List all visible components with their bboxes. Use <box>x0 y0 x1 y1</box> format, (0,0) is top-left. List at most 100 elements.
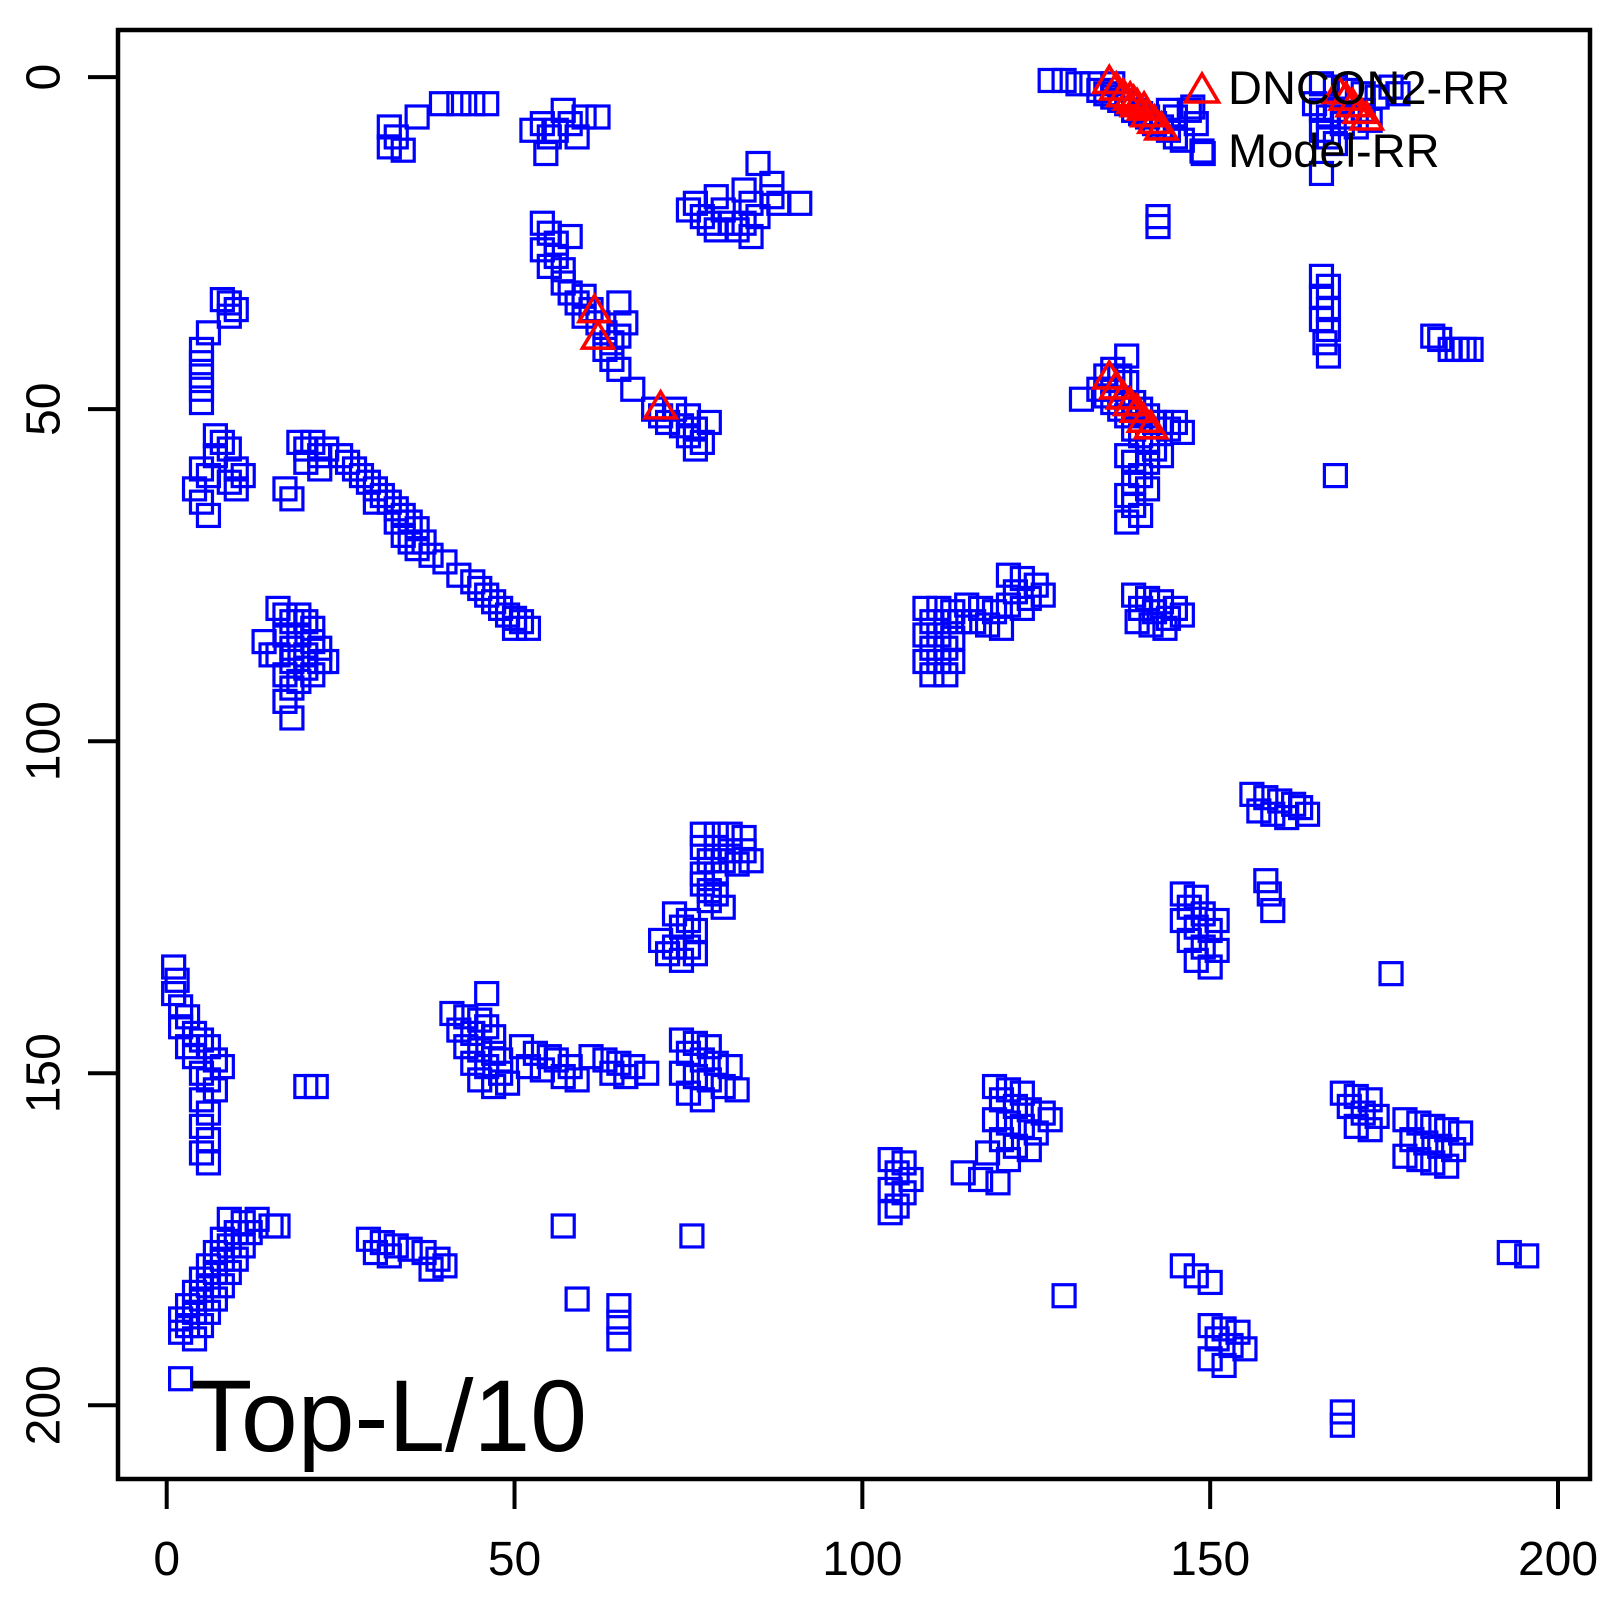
dncon2-rr-point <box>1111 385 1149 417</box>
dncon2-rr-point <box>1128 96 1167 128</box>
model-rr-point <box>307 443 333 469</box>
model-rr-point <box>564 1067 590 1093</box>
model-rr-point <box>1128 423 1154 449</box>
dncon2-rr-point <box>1135 102 1174 135</box>
model-rr-point <box>1124 609 1150 635</box>
model-rr-point <box>564 1286 590 1312</box>
model-rr-point <box>209 1246 235 1272</box>
model-rr-point <box>557 223 583 250</box>
model-rr-point <box>1434 1153 1460 1179</box>
model-rr-point <box>188 336 215 363</box>
model-rr-point <box>515 615 542 641</box>
model-rr-point <box>1190 934 1216 960</box>
model-rr-point <box>188 1113 215 1139</box>
model-rr-point <box>1350 1100 1376 1126</box>
model-rr-point <box>696 887 722 914</box>
model-rr-point <box>404 536 430 562</box>
model-rr-point <box>355 1226 382 1252</box>
model-rr-point <box>933 662 959 688</box>
model-rr-point <box>592 1047 618 1073</box>
model-rr-point <box>307 635 333 661</box>
model-rr-point <box>689 1087 715 1113</box>
model-rr-point <box>1204 1326 1230 1352</box>
model-rr-point <box>1232 1336 1258 1362</box>
model-rr-point <box>877 1146 903 1173</box>
model-rr-point <box>216 1233 242 1259</box>
model-rr-point <box>279 486 305 512</box>
x-tick-label: 100 <box>822 1533 902 1586</box>
model-rr-point <box>474 980 500 1007</box>
model-rr-point <box>1392 1107 1418 1133</box>
model-rr-point <box>606 356 632 382</box>
x-tick-label: 200 <box>1518 1533 1598 1586</box>
model-rr-point <box>168 1014 194 1040</box>
model-rr-point <box>279 705 305 731</box>
model-rr-point <box>919 609 945 635</box>
model-rr-point <box>314 436 340 462</box>
model-rr-point <box>745 204 771 230</box>
model-rr-point <box>488 1047 514 1073</box>
model-rr-point <box>981 1073 1008 1100</box>
model-rr-point <box>209 429 235 455</box>
model-rr-point <box>1260 801 1286 827</box>
model-rr-point <box>1451 336 1477 363</box>
model-rr-point <box>188 1060 215 1086</box>
model-rr-point <box>661 396 688 422</box>
model-rr-point <box>1448 1120 1474 1146</box>
x-tick-label: 0 <box>153 1533 180 1586</box>
model-rr-point <box>293 609 319 635</box>
model-rr-point <box>501 615 528 641</box>
model-rr-point <box>439 1000 465 1027</box>
model-rr-point <box>898 1166 924 1193</box>
y-tick-label: 50 <box>18 382 71 435</box>
model-rr-point <box>230 462 256 489</box>
model-rr-point <box>1152 615 1178 641</box>
model-rr-point <box>390 137 416 163</box>
model-rr-point <box>1496 1239 1522 1266</box>
model-rr-point <box>1406 1146 1432 1173</box>
model-rr-point <box>1329 1412 1355 1438</box>
model-rr-point <box>606 1293 632 1319</box>
model-rr-point <box>1322 462 1348 489</box>
model-rr-point <box>1315 316 1342 343</box>
model-rr-point <box>1385 81 1411 107</box>
model-rr-point <box>1169 419 1195 446</box>
model-rr-point <box>1420 1113 1446 1139</box>
model-rr-point <box>355 469 382 495</box>
model-rr-point <box>1260 897 1286 924</box>
model-rr-point <box>703 184 729 210</box>
model-rr-point <box>432 549 458 575</box>
model-rr-point <box>1183 947 1209 973</box>
dncon2-rr-point <box>1142 109 1181 141</box>
model-rr-point <box>223 1246 249 1272</box>
model-rr-point <box>383 496 409 522</box>
model-rr-point <box>216 303 242 329</box>
dncon2-rr-point <box>1104 378 1142 410</box>
model-rr-point <box>237 1220 263 1246</box>
model-rr-point <box>536 253 562 280</box>
model-rr-point <box>724 217 750 243</box>
model-rr-point <box>1121 449 1147 475</box>
model-rr-point <box>1322 130 1348 157</box>
model-rr-point <box>1148 443 1175 469</box>
model-rr-point <box>926 648 952 675</box>
model-rr-point <box>1197 954 1223 980</box>
model-rr-point <box>397 529 423 555</box>
model-rr-point <box>950 1160 976 1186</box>
model-rr-point <box>668 947 695 973</box>
model-rr-point <box>759 170 785 197</box>
model-rr-point <box>1378 961 1404 987</box>
model-rr-point <box>1023 1120 1049 1146</box>
model-rr-point <box>494 1070 521 1096</box>
model-rr-point <box>675 1080 702 1106</box>
model-rr-point <box>648 927 674 954</box>
model-rr-point <box>1420 1150 1446 1176</box>
model-rr-point <box>974 1140 1001 1166</box>
triangle-marker-icon <box>1176 69 1228 106</box>
model-rr-point <box>606 290 632 316</box>
model-rr-point <box>1134 449 1161 475</box>
model-rr-point <box>1037 67 1063 94</box>
model-rr-point <box>696 1067 722 1093</box>
model-rr-point <box>710 197 736 223</box>
model-rr-point <box>474 91 500 117</box>
